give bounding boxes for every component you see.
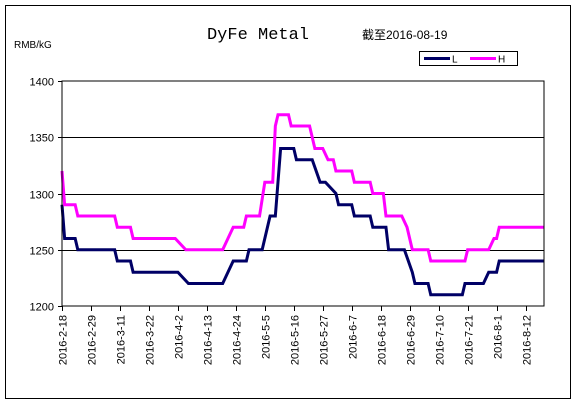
- x-tick-label: 2016-4-2: [174, 315, 186, 359]
- y-axis-label: RMB/kG: [14, 40, 52, 51]
- y-tick-label: 1200: [30, 302, 54, 314]
- x-tick-label: 2016-7-21: [464, 315, 476, 365]
- x-tick-label: 2016-3-11: [116, 315, 128, 364]
- legend-box: [419, 51, 518, 66]
- x-tick-label: 2016-3-22: [145, 315, 157, 365]
- legend-label-l: L: [452, 55, 458, 66]
- series-line-l: [60, 147, 544, 297]
- gridlines: [62, 137, 544, 251]
- x-tick-label: 2016-5-5: [261, 315, 273, 359]
- legend: L H: [419, 51, 518, 66]
- y-axis-ticks: 1200 1250 1300 1350 1400: [30, 77, 62, 314]
- chart-subtitle: 截至2016-08-19: [362, 28, 448, 42]
- series-line-h: [60, 113, 544, 263]
- y-tick-label: 1300: [30, 190, 54, 202]
- legend-label-h: H: [498, 55, 505, 66]
- x-tick-label: 2016-8-1: [493, 315, 505, 359]
- plot-area: [62, 81, 544, 306]
- plot-border: [61, 80, 545, 307]
- x-tick-label: 2016-4-24: [232, 315, 244, 365]
- chart-title: DyFe Metal: [207, 26, 309, 45]
- x-tick-label: 2016-5-16: [290, 315, 302, 365]
- x-tick-label: 2016-6-29: [406, 315, 418, 365]
- x-axis-ticks: 2016-2-18 2016-2-29 2016-3-11 2016-3-22 2016…: [58, 306, 534, 365]
- series-layer: [60, 113, 544, 297]
- y-tick-label: 1350: [30, 133, 54, 145]
- x-tick-label: 2016-4-13: [203, 315, 215, 365]
- x-tick-label: 2016-2-29: [87, 315, 99, 365]
- x-tick-label: 2016-6-7: [348, 315, 360, 359]
- x-tick-label: 2016-5-27: [319, 315, 331, 365]
- y-tick-label: 1400: [30, 77, 54, 89]
- x-tick-label: 2016-6-18: [377, 315, 389, 365]
- x-tick-label: 2016-8-12: [522, 315, 534, 365]
- x-tick-label: 2016-2-18: [58, 315, 70, 365]
- y-tick-label: 1250: [30, 246, 54, 258]
- x-tick-label: 2016-7-10: [435, 315, 447, 365]
